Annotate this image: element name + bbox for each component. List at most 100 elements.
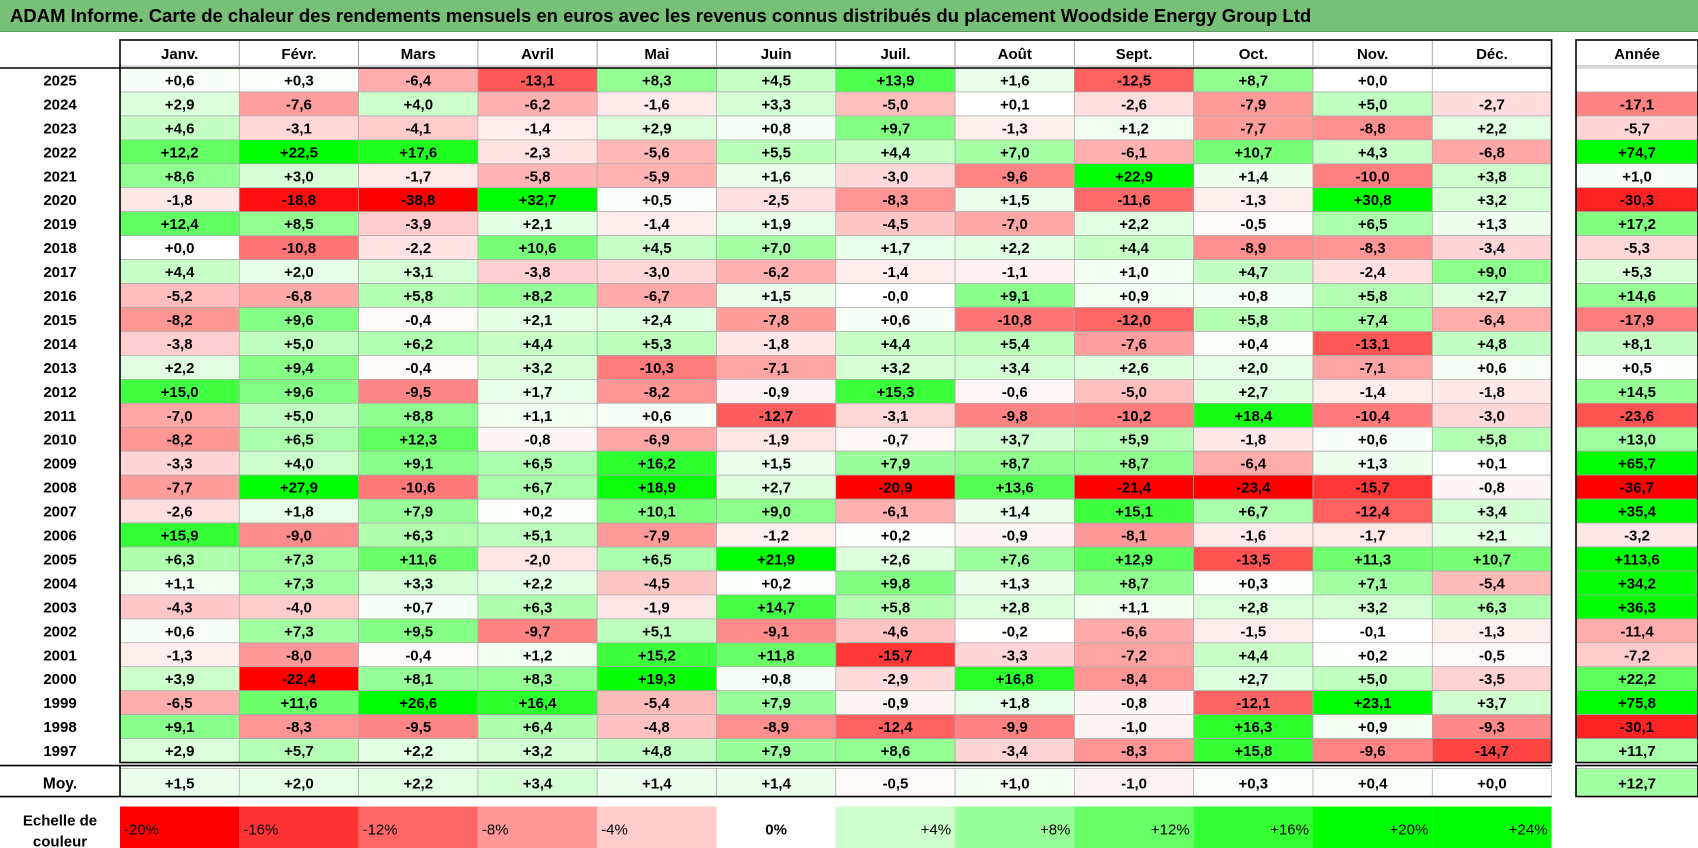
cell-value: -5,0: [1121, 384, 1147, 401]
scale-stop-label: +20%: [1390, 822, 1429, 839]
cell-value: +5,0: [284, 336, 314, 353]
cell-value: +26,6: [399, 695, 437, 712]
cell-value: -1,3: [167, 647, 193, 664]
month-header-label: Sept.: [1116, 46, 1153, 63]
cell-value: -3,1: [286, 120, 312, 137]
cell-value: -6,2: [525, 96, 551, 113]
cell-value: +3,2: [1358, 599, 1388, 616]
cell-value: +1,1: [523, 408, 553, 425]
cell-value: +0,6: [1358, 432, 1388, 449]
cell-value: -12,4: [1356, 504, 1391, 521]
annual-value: -5,7: [1624, 120, 1650, 137]
row-year-label: 2008: [43, 480, 76, 497]
cell-value: -8,9: [763, 719, 789, 736]
cell-value: +4,4: [523, 336, 553, 353]
cell-value: +16,2: [638, 456, 676, 473]
scale-swatch: [1074, 806, 1194, 848]
cell-value: -1,4: [525, 120, 552, 137]
cell-value: +0,6: [165, 623, 195, 640]
cell-value: +6,5: [284, 432, 314, 449]
cell-value: +0,8: [761, 671, 791, 688]
cell-value: -6,1: [883, 504, 909, 521]
cell-value: -6,9: [644, 432, 670, 449]
cell-value: +0,0: [1358, 72, 1388, 89]
cell-value: +0,0: [165, 240, 195, 257]
cell-value: +1,1: [165, 575, 195, 592]
cell-value: +4,7: [1239, 264, 1269, 281]
cell-value: -5,8: [525, 168, 551, 185]
scale-stop-label: -4%: [601, 822, 628, 839]
cell-value: -12,5: [1117, 72, 1151, 89]
cell-value: +4,5: [761, 72, 791, 89]
cell-value: -4,3: [167, 599, 193, 616]
annual-value: +74,7: [1618, 144, 1656, 161]
cell-value: +0,6: [1477, 360, 1507, 377]
cell-value: -3,5: [1479, 671, 1505, 688]
cell-value: +3,9: [165, 671, 195, 688]
cell-value: +0,2: [761, 575, 791, 592]
cell-value: +12,3: [399, 432, 437, 449]
average-cell: [238, 768, 359, 797]
cell-value: -8,4: [1121, 671, 1148, 688]
cell-value: +4,8: [642, 743, 672, 760]
cell-value: -3,4: [1002, 743, 1029, 760]
annual-value: +113,6: [1614, 551, 1659, 568]
scale-label-line2: couleur: [33, 834, 87, 848]
cell-value: +19,3: [638, 671, 676, 688]
cell-value: -10,6: [401, 480, 435, 497]
cell-value: -1,1: [1002, 264, 1028, 281]
cell-value: -4,1: [405, 120, 431, 137]
row-year-label: 2003: [43, 599, 76, 616]
row-year-label: 2001: [43, 647, 76, 664]
cell-value: -8,9: [1240, 240, 1266, 257]
cell-value: -7,6: [1121, 336, 1147, 353]
cell-value: +3,7: [1477, 695, 1507, 712]
cell-value: +9,7: [881, 120, 911, 137]
cell-value: +2,9: [165, 96, 195, 113]
cell-value: +15,3: [876, 384, 914, 401]
cell-value: +1,3: [1000, 575, 1030, 592]
cell-value: -9,5: [405, 719, 431, 736]
cell-value: -1,4: [883, 264, 910, 281]
cell-value: +11,6: [400, 551, 437, 568]
average-cell: [954, 768, 1075, 797]
row-year-label: 2013: [43, 360, 76, 377]
annual-value: +11,7: [1618, 743, 1655, 760]
cell-value: +8,3: [642, 72, 672, 89]
cell-value: -14,7: [1475, 743, 1509, 760]
cell-value: -4,0: [286, 599, 312, 616]
row-year-label: 2002: [43, 623, 76, 640]
cell-value: +1,4: [1000, 504, 1030, 521]
cell-value: -9,1: [763, 623, 789, 640]
month-header-label: Janv.: [161, 46, 198, 63]
cell-value: +2,2: [1119, 216, 1149, 233]
cell-value: +2,2: [523, 575, 553, 592]
average-annual-frame: [1575, 764, 1698, 798]
cell-value: -9,3: [1479, 719, 1505, 736]
cell-value: +2,2: [1477, 120, 1507, 137]
cell-value: -8,2: [644, 384, 670, 401]
row-year-label: 2018: [43, 240, 76, 257]
cell-value: -0,1: [1360, 623, 1386, 640]
cell-value: -2,0: [525, 551, 551, 568]
cell-value: -1,4: [1360, 384, 1387, 401]
cell-value: +1,4: [1239, 168, 1269, 185]
row-year-label: 2022: [43, 144, 76, 161]
cell-value: +32,7: [519, 192, 557, 209]
annual-value: -30,1: [1620, 719, 1654, 736]
cell-value: +2,6: [881, 551, 911, 568]
scale-stop-label: +12%: [1151, 822, 1190, 839]
cell-value: +0,6: [642, 408, 672, 425]
cell-value: +16,4: [519, 695, 558, 712]
cell-value: -1,8: [167, 192, 193, 209]
cell-value: +5,3: [642, 336, 672, 353]
cell-value: -8,3: [1360, 240, 1386, 257]
cell-value: +6,2: [403, 336, 433, 353]
cell-value: +11,6: [280, 695, 317, 712]
cell-value: +10,7: [1234, 144, 1272, 161]
row-year-label: 2024: [43, 96, 77, 113]
cell-value: -10,0: [1356, 168, 1390, 185]
cell-value: +3,4: [1477, 504, 1507, 521]
cell-value: -13,1: [1356, 336, 1390, 353]
cell-value: -8,8: [1360, 120, 1386, 137]
